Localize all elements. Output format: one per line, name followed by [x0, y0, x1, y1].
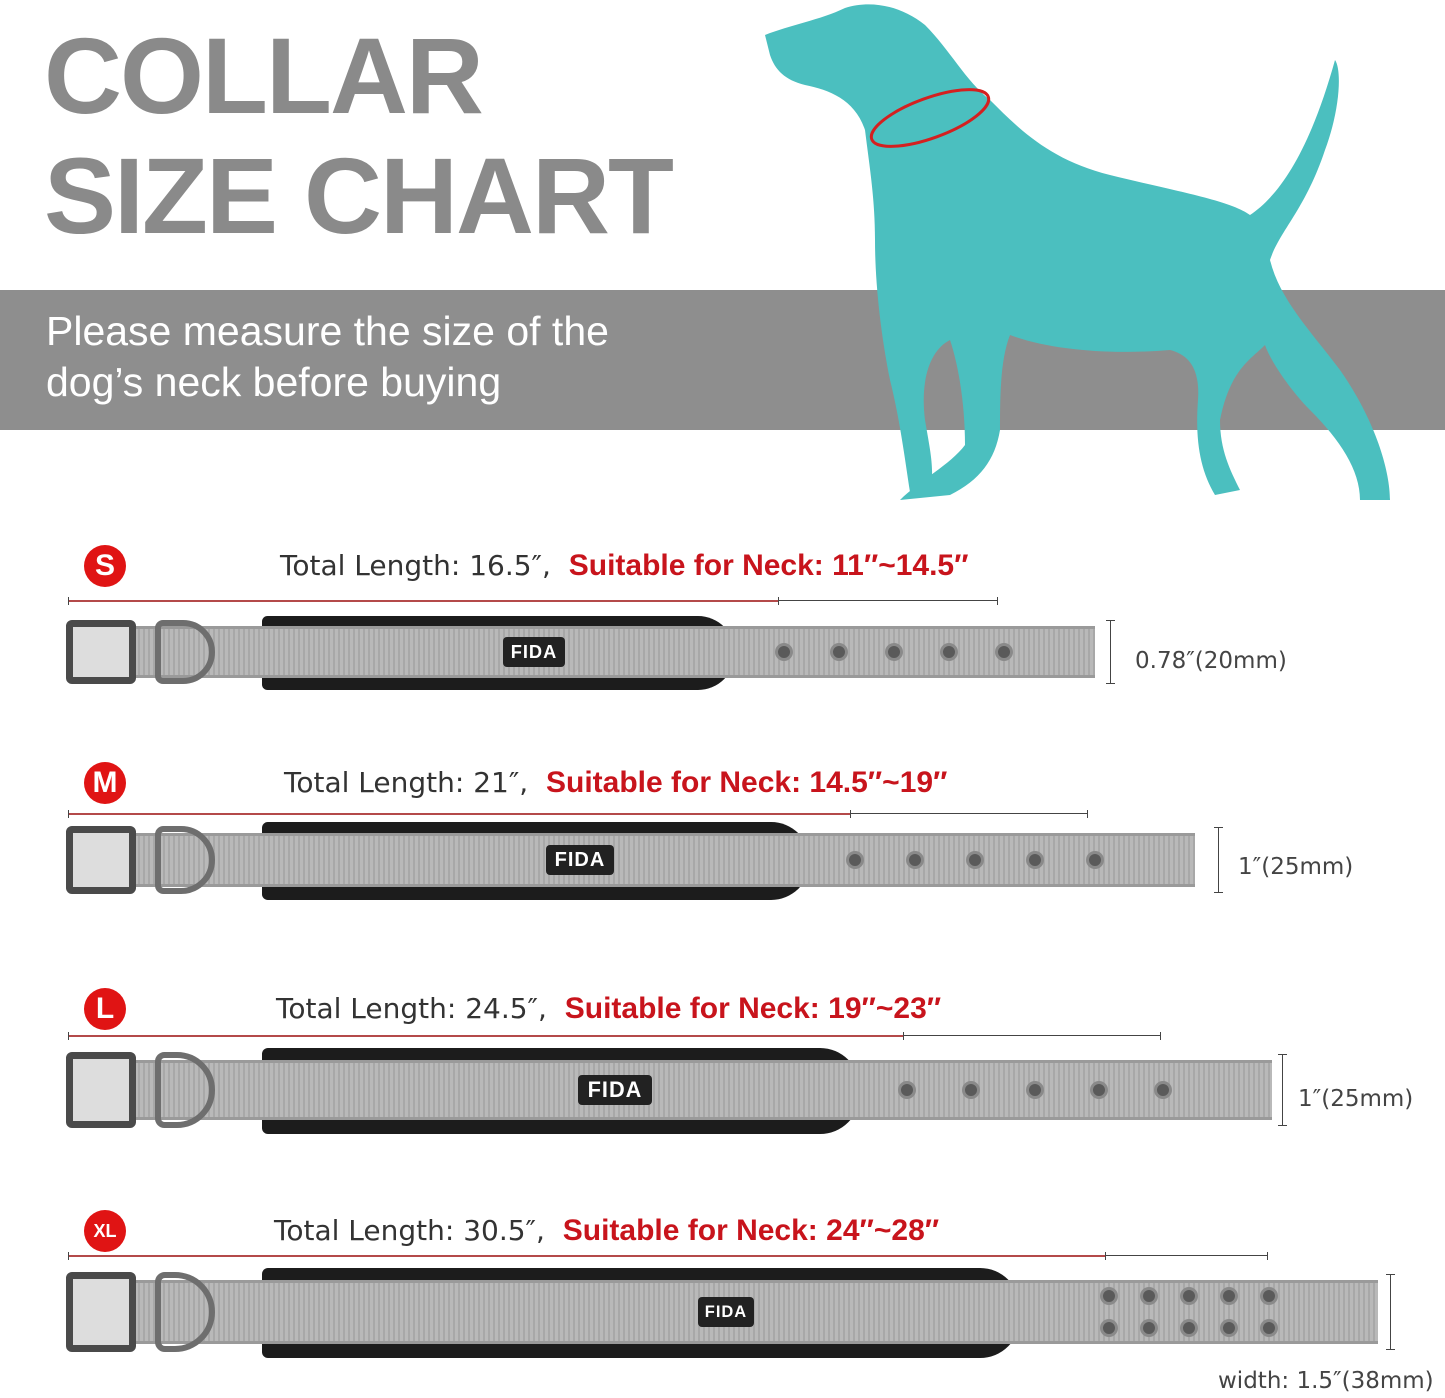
line-tick	[1105, 1252, 1106, 1260]
line-tick	[68, 597, 69, 605]
hole	[830, 643, 848, 661]
neck-range: Suitable for Neck: 14.5″~19″	[546, 766, 948, 799]
line-tick	[68, 1032, 69, 1040]
hole	[1086, 851, 1104, 869]
total-length: Total Length: 21″,	[284, 766, 529, 799]
total-length: Total Length: 30.5″,	[274, 1214, 545, 1247]
size-spec: Total Length: 30.5″, Suitable for Neck: …	[274, 1214, 939, 1248]
d-ring-icon	[155, 1052, 215, 1128]
brand-logo: FIDA	[503, 637, 565, 667]
line-tick	[778, 597, 779, 605]
total-length: Total Length: 24.5″,	[276, 992, 547, 1025]
hole	[1100, 1287, 1118, 1305]
width-indicator	[1106, 620, 1115, 684]
size-badge: XL	[84, 1210, 126, 1252]
line-tick	[903, 1032, 904, 1040]
neck-range: Suitable for Neck: 19″~23″	[564, 992, 942, 1025]
buckle-icon	[66, 1052, 136, 1128]
hole	[1260, 1287, 1278, 1305]
hole	[1180, 1319, 1198, 1337]
size-badge: M	[84, 762, 126, 804]
hole	[898, 1081, 916, 1099]
brand-logo: FIDA	[698, 1297, 754, 1327]
neck-range: Suitable for Neck: 11″~14.5″	[568, 549, 969, 582]
buckle-icon	[66, 1272, 136, 1352]
hole	[940, 643, 958, 661]
hole	[1140, 1287, 1158, 1305]
line-tick	[997, 597, 998, 605]
total-length-line	[68, 1255, 1105, 1257]
buckle-icon	[66, 620, 136, 684]
hole	[966, 851, 984, 869]
buckle-icon	[66, 826, 136, 894]
total-length-line	[68, 813, 850, 815]
size-spec: Total Length: 16.5″, Suitable for Neck: …	[280, 549, 969, 583]
hole	[1026, 851, 1044, 869]
size-spec: Total Length: 21″, Suitable for Neck: 14…	[284, 766, 947, 800]
d-ring-icon	[155, 826, 215, 894]
hole	[1260, 1319, 1278, 1337]
line-tick	[1087, 810, 1088, 818]
total-length-line	[68, 1035, 903, 1037]
hole	[995, 643, 1013, 661]
brand-logo: FIDA	[546, 845, 614, 875]
strap	[120, 626, 1095, 678]
size-badge: L	[84, 988, 126, 1030]
line-tick	[1267, 1252, 1268, 1260]
neck-measure-ring	[869, 88, 991, 148]
hole	[775, 643, 793, 661]
collar-width: 0.78″(20mm)	[1135, 648, 1287, 674]
hole	[1154, 1081, 1172, 1099]
d-ring-icon	[155, 620, 215, 684]
line-tick	[850, 810, 851, 818]
d-ring-icon	[155, 1272, 215, 1352]
adjust-range-line	[903, 1035, 1160, 1036]
hole	[962, 1081, 980, 1099]
strap	[120, 1059, 1272, 1121]
total-length-line	[68, 600, 778, 602]
title-line-1: COLLAR	[44, 15, 484, 136]
brand-logo: FIDA	[578, 1075, 652, 1105]
hole	[1220, 1287, 1238, 1305]
width-indicator	[1386, 1274, 1395, 1350]
size-spec: Total Length: 24.5″, Suitable for Neck: …	[276, 992, 941, 1026]
title-line-2: SIZE CHART	[44, 135, 674, 256]
hole	[1100, 1319, 1118, 1337]
adjust-range-line	[778, 600, 997, 601]
hole	[1090, 1081, 1108, 1099]
adjust-range-line	[850, 813, 1087, 814]
strap	[120, 832, 1195, 888]
collar-width: width: 1.5″(38mm)	[1218, 1368, 1434, 1394]
hole	[1026, 1081, 1044, 1099]
neck-range: Suitable for Neck: 24″~28″	[562, 1214, 940, 1247]
collar-width: 1″(25mm)	[1298, 1086, 1414, 1112]
hole	[846, 851, 864, 869]
line-tick	[68, 810, 69, 818]
hole	[1180, 1287, 1198, 1305]
hole	[1140, 1319, 1158, 1337]
total-length: Total Length: 16.5″,	[280, 549, 551, 582]
size-badge: S	[84, 545, 126, 587]
hole	[1220, 1319, 1238, 1337]
line-tick	[1160, 1032, 1161, 1040]
subtitle: Please measure the size of the dog’s neck…	[46, 308, 609, 405]
width-indicator	[1214, 826, 1223, 894]
adjust-range-line	[1105, 1255, 1267, 1256]
collar-width: 1″(25mm)	[1238, 854, 1354, 880]
line-tick	[68, 1252, 69, 1260]
dog-silhouette-icon	[765, 4, 1390, 500]
hole	[885, 643, 903, 661]
width-indicator	[1278, 1053, 1287, 1127]
hole	[906, 851, 924, 869]
